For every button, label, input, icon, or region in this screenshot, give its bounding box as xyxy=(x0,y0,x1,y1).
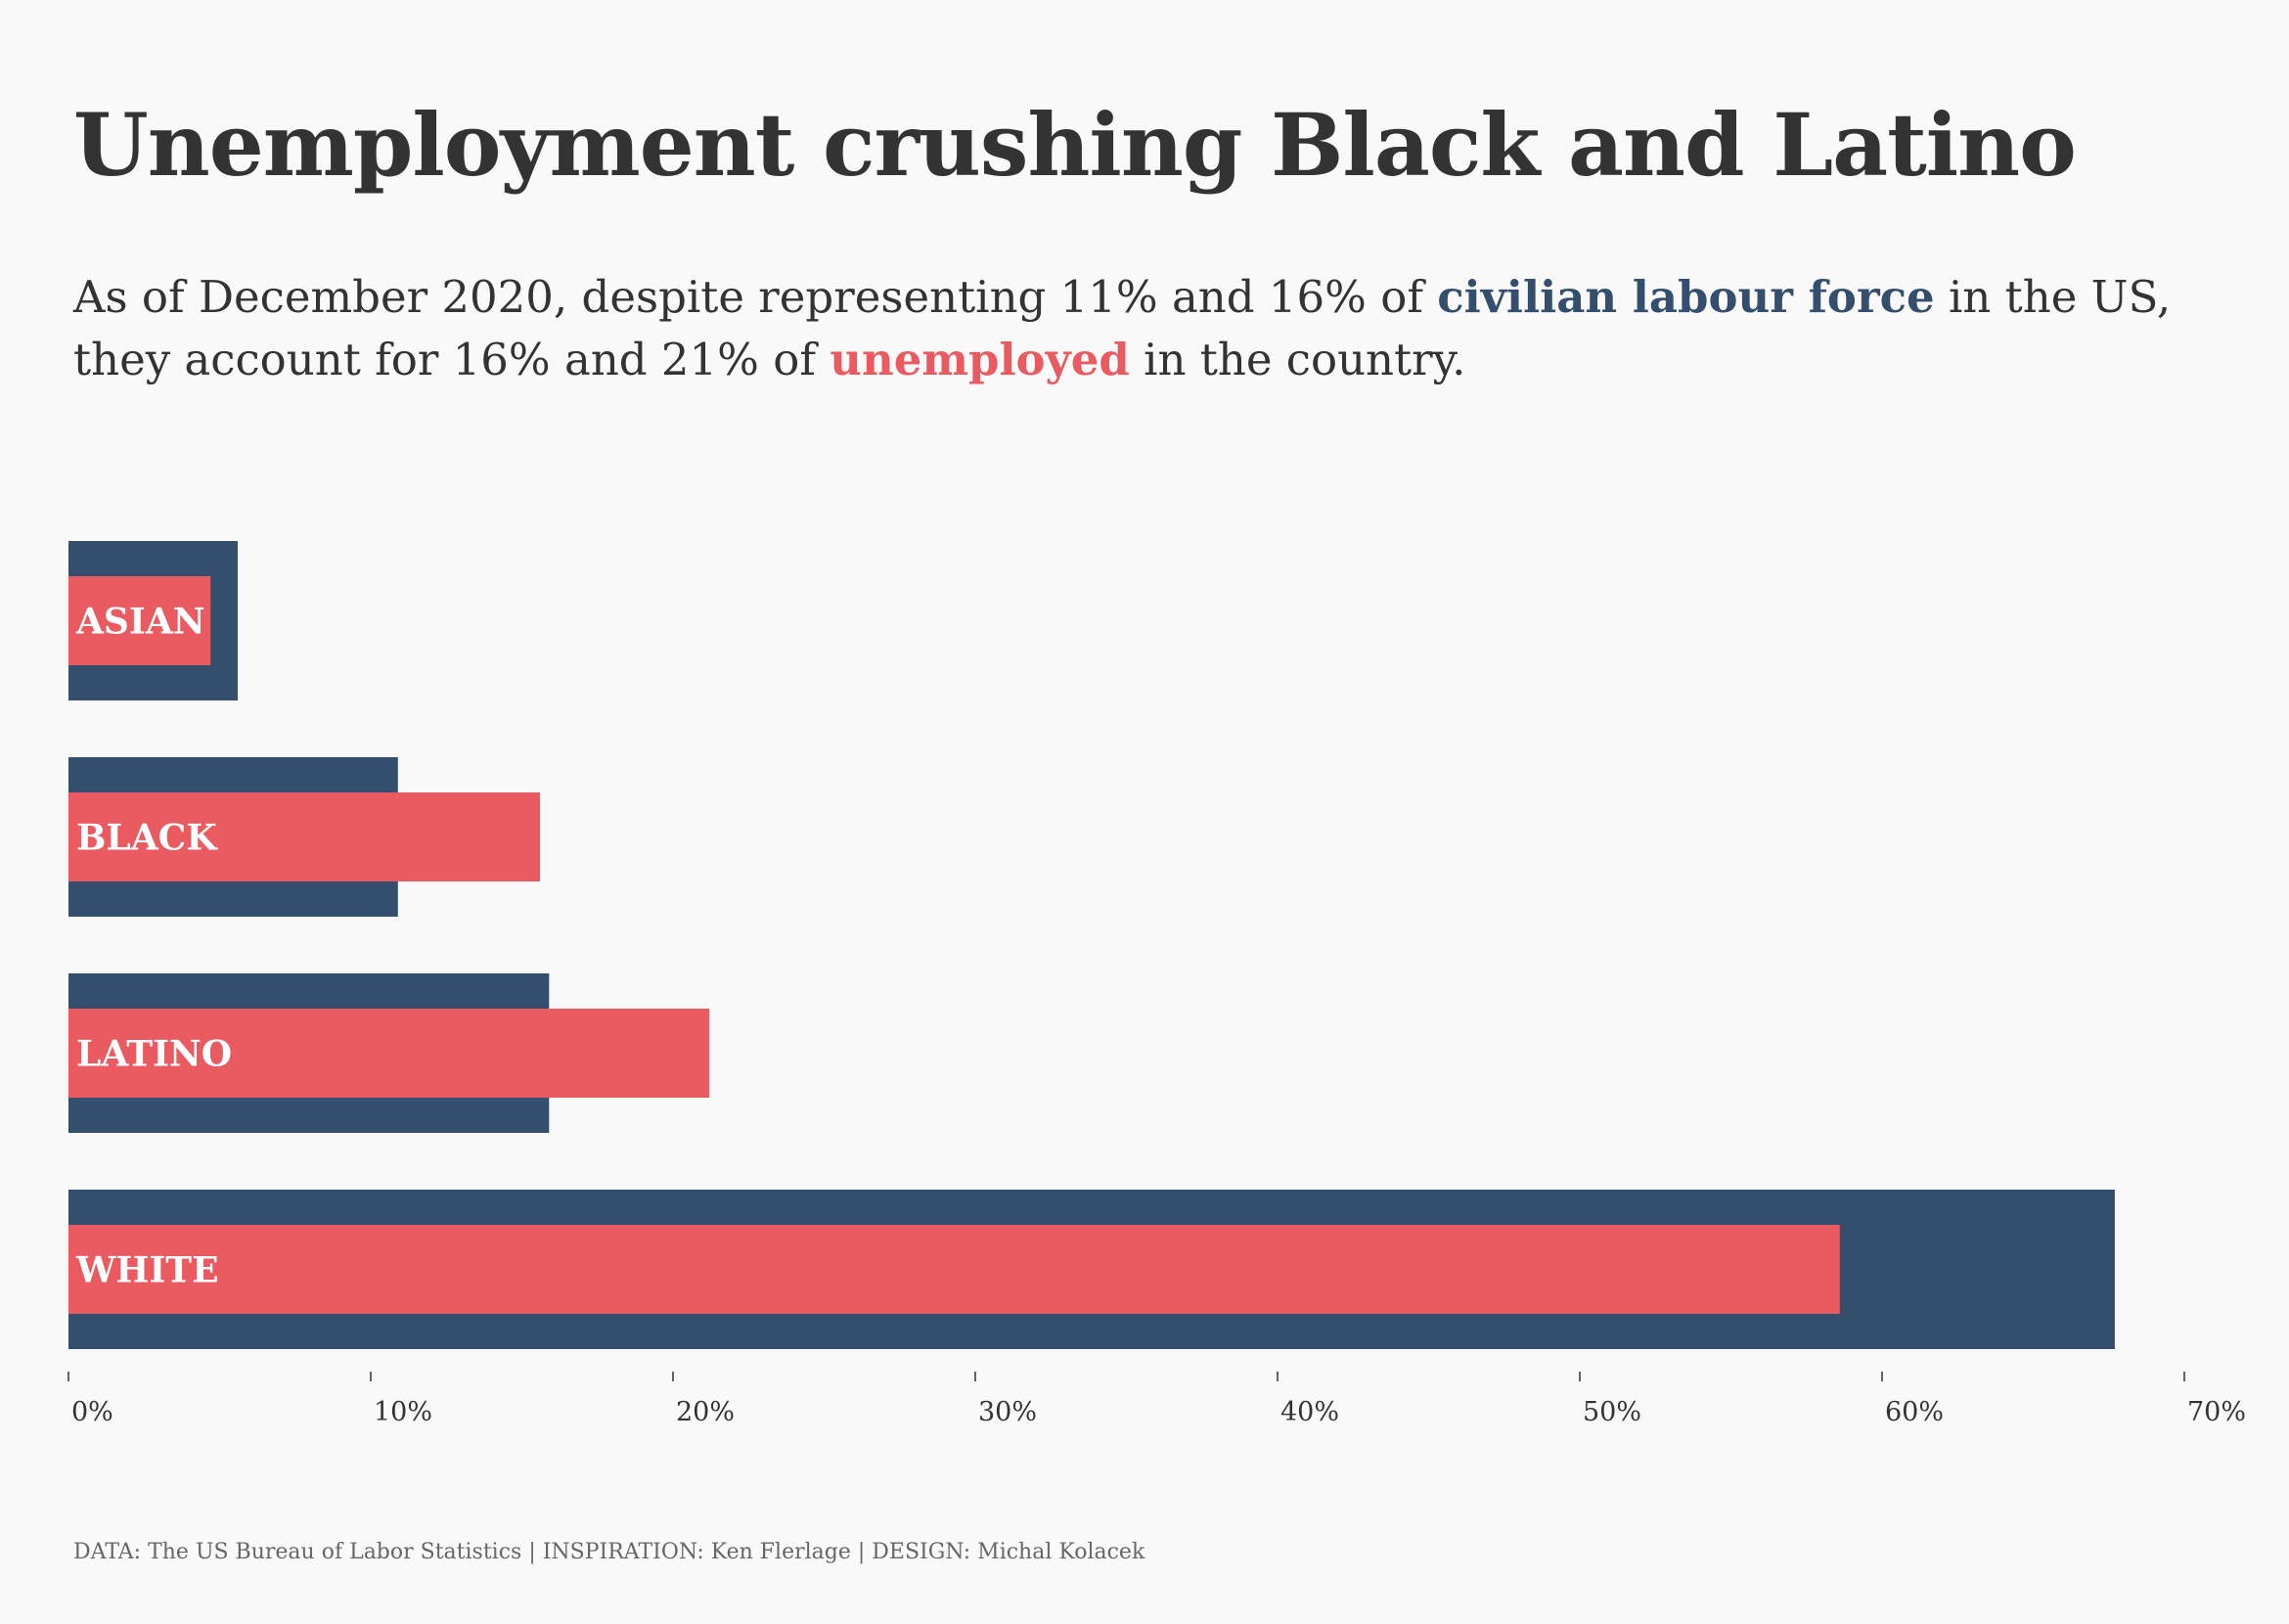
subtitle-highlight-unemployed: unemployed xyxy=(830,334,1130,385)
x-tick-label: 70% xyxy=(2187,1397,2246,1427)
unemployed-bar-black xyxy=(68,792,541,881)
unemployed-bar-asian xyxy=(68,576,211,665)
category-label-black: BLACK xyxy=(76,818,218,859)
unemployed-bar-white xyxy=(68,1225,1840,1314)
subtitle-highlight-labour-force: civilian labour force xyxy=(1437,271,1935,323)
x-tick-label: 30% xyxy=(978,1397,1037,1427)
source-credits: DATA: The US Bureau of Labor Statistics … xyxy=(73,1540,1145,1564)
chart-subtitle: As of December 2020, despite representin… xyxy=(73,266,2225,391)
subtitle-text-2: in the US, they account for 16% and 21% … xyxy=(73,271,2172,385)
subtitle-text-1: As of December 2020, despite representin… xyxy=(73,271,1438,323)
x-tick-label: 0% xyxy=(71,1397,113,1427)
unemployed-bar-latino xyxy=(68,1009,710,1098)
category-label-asian: ASIAN xyxy=(75,602,205,643)
x-tick-label: 50% xyxy=(1583,1397,1641,1427)
subtitle-text-3: in the country. xyxy=(1129,334,1466,385)
x-tick-label: 10% xyxy=(374,1397,432,1427)
x-tick-label: 60% xyxy=(1885,1397,1944,1427)
chart-title: Unemployment crushing Black and Latino xyxy=(73,94,2077,196)
x-tick-label: 40% xyxy=(1280,1397,1339,1427)
x-tick-label: 20% xyxy=(676,1397,735,1427)
category-label-latino: LATINO xyxy=(76,1034,232,1075)
category-label-white: WHITE xyxy=(75,1250,219,1291)
